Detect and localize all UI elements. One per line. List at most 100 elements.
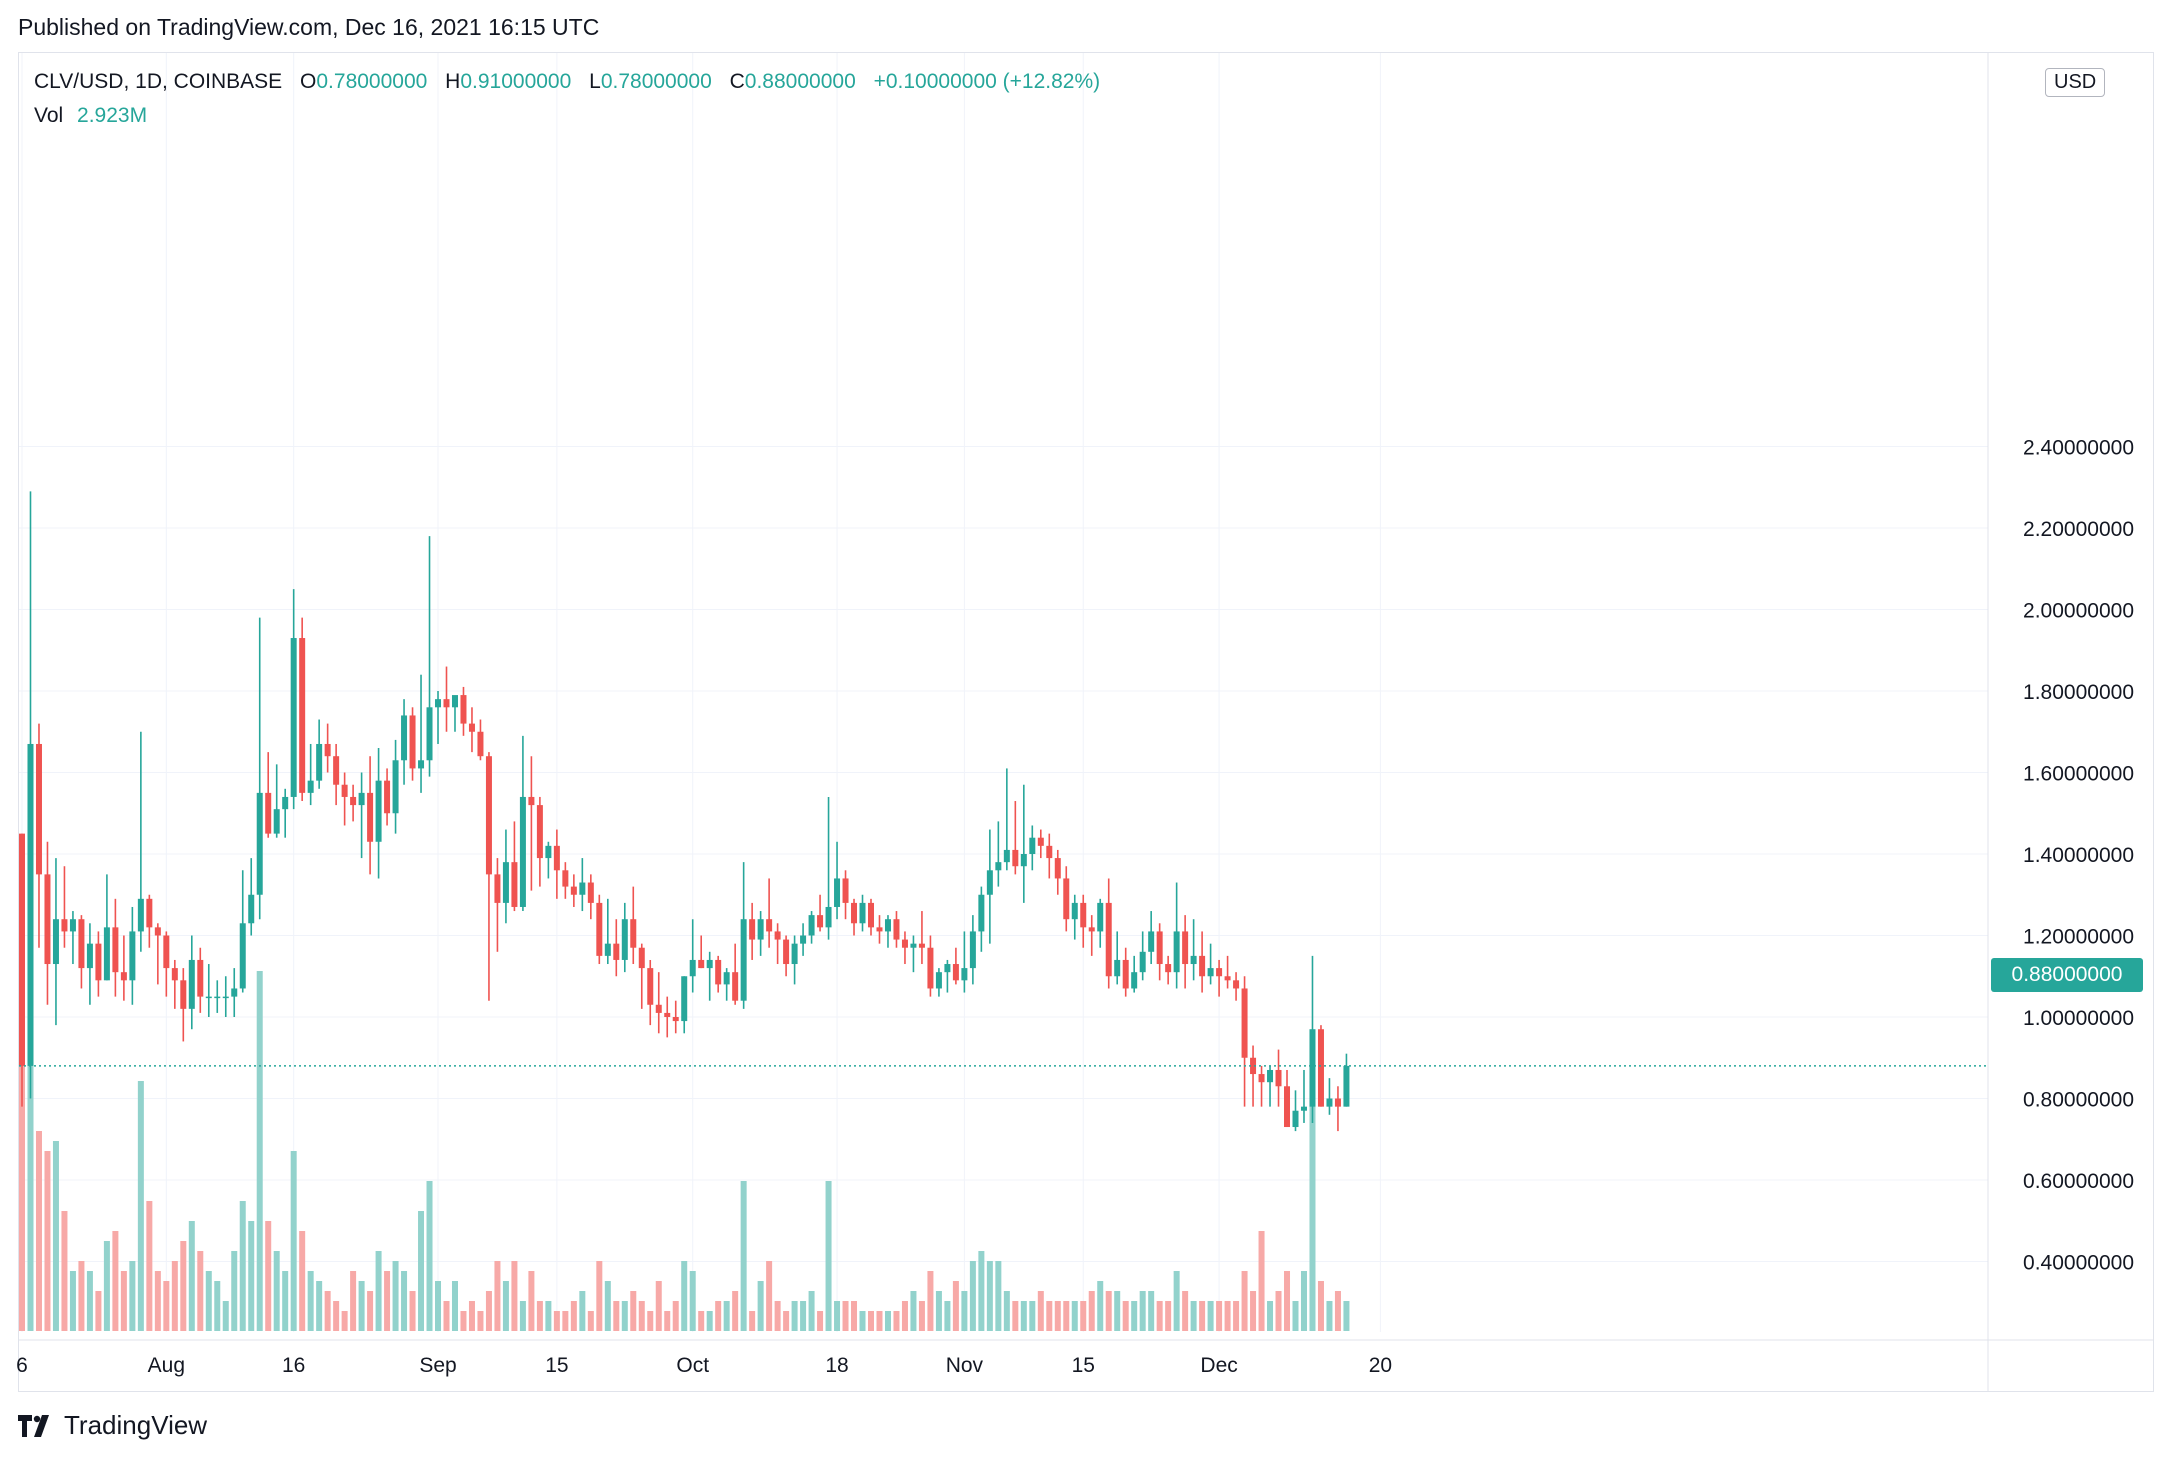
candle-body[interactable] bbox=[596, 902, 603, 956]
candle-body[interactable] bbox=[647, 968, 654, 1005]
candle-body[interactable] bbox=[910, 943, 917, 948]
candle-body[interactable] bbox=[655, 1004, 662, 1013]
candle-body[interactable] bbox=[986, 870, 993, 895]
candle-body[interactable] bbox=[1003, 849, 1010, 863]
candle-body[interactable] bbox=[749, 919, 756, 940]
candle-body[interactable] bbox=[868, 902, 874, 928]
candle-body[interactable] bbox=[171, 968, 178, 981]
candle-body[interactable] bbox=[511, 862, 518, 907]
candle-body[interactable] bbox=[536, 805, 543, 859]
candle-body[interactable] bbox=[426, 707, 433, 761]
candle-body[interactable] bbox=[1241, 988, 1248, 1058]
candle-body[interactable] bbox=[935, 972, 942, 989]
candle-body[interactable] bbox=[324, 743, 331, 757]
candle-body[interactable] bbox=[766, 919, 773, 932]
candle-body[interactable] bbox=[1250, 1057, 1257, 1075]
candle-body[interactable] bbox=[1122, 959, 1129, 989]
candle-body[interactable] bbox=[757, 919, 764, 940]
candle-body[interactable] bbox=[290, 638, 297, 797]
candle-body[interactable] bbox=[307, 780, 314, 793]
candle-body[interactable] bbox=[570, 886, 577, 895]
candle-body[interactable] bbox=[146, 898, 153, 928]
candle-body[interactable] bbox=[154, 927, 161, 936]
candle-body[interactable] bbox=[35, 743, 42, 875]
candle-body[interactable] bbox=[78, 919, 85, 969]
candle-body[interactable] bbox=[783, 939, 790, 965]
candle-body[interactable] bbox=[1300, 1106, 1307, 1111]
candle-body[interactable] bbox=[944, 964, 951, 973]
currency-button[interactable]: USD bbox=[2045, 68, 2106, 97]
candle-body[interactable] bbox=[1182, 931, 1189, 965]
candle-body[interactable] bbox=[358, 792, 365, 806]
candle-body[interactable] bbox=[740, 919, 747, 1001]
candle-body[interactable] bbox=[1088, 927, 1095, 932]
candle-body[interactable] bbox=[859, 902, 866, 924]
candle-body[interactable] bbox=[927, 947, 934, 989]
candle-body[interactable] bbox=[969, 931, 976, 969]
candle-body[interactable] bbox=[579, 882, 586, 895]
candle-body[interactable] bbox=[1292, 1110, 1299, 1128]
candle-body[interactable] bbox=[120, 972, 127, 981]
candle-body[interactable] bbox=[1139, 951, 1146, 973]
candle-body[interactable] bbox=[1046, 845, 1053, 859]
candle-body[interactable] bbox=[299, 638, 306, 793]
candle-body[interactable] bbox=[808, 915, 815, 936]
candle-body[interactable] bbox=[851, 902, 858, 924]
candle-body[interactable] bbox=[1173, 931, 1180, 973]
candle-body[interactable] bbox=[1071, 902, 1078, 920]
candle-body[interactable] bbox=[69, 919, 76, 932]
candle-body[interactable] bbox=[1148, 931, 1155, 952]
candle-body[interactable] bbox=[44, 874, 51, 965]
symbol-label[interactable]: CLV/USD, 1D, COINBASE bbox=[34, 70, 283, 93]
candle-body[interactable] bbox=[375, 780, 382, 842]
candle-body[interactable] bbox=[1080, 902, 1087, 928]
candle-body[interactable] bbox=[1012, 849, 1019, 867]
candle-body[interactable] bbox=[95, 943, 102, 981]
candle-body[interactable] bbox=[681, 976, 688, 1022]
candle-body[interactable] bbox=[706, 959, 713, 969]
candle-body[interactable] bbox=[273, 809, 280, 834]
candle-body[interactable] bbox=[1334, 1098, 1341, 1107]
candle-body[interactable] bbox=[1114, 959, 1121, 977]
candle-body[interactable] bbox=[256, 792, 263, 895]
candle-body[interactable] bbox=[732, 972, 739, 1001]
candle-body[interactable] bbox=[1326, 1098, 1333, 1107]
candle-body[interactable] bbox=[638, 947, 645, 969]
candle-body[interactable] bbox=[205, 996, 212, 999]
candle-body[interactable] bbox=[27, 743, 34, 1066]
candle-body[interactable] bbox=[1207, 968, 1214, 977]
candle-body[interactable] bbox=[1224, 976, 1231, 981]
candle-body[interactable] bbox=[86, 943, 93, 969]
candle-body[interactable] bbox=[350, 796, 357, 806]
candle-body[interactable] bbox=[52, 919, 59, 965]
candle-body[interactable] bbox=[817, 915, 824, 928]
candle-body[interactable] bbox=[239, 923, 246, 989]
candle-body[interactable] bbox=[698, 959, 705, 969]
candle-body[interactable] bbox=[384, 780, 391, 814]
candle-body[interactable] bbox=[265, 792, 272, 834]
candle-body[interactable] bbox=[995, 862, 1002, 871]
candle-body[interactable] bbox=[1097, 902, 1104, 932]
candle-body[interactable] bbox=[222, 996, 229, 999]
candle-body[interactable] bbox=[1199, 955, 1206, 977]
candle-body[interactable] bbox=[528, 796, 535, 806]
candle-body[interactable] bbox=[952, 964, 959, 981]
candle-body[interactable] bbox=[137, 898, 144, 932]
candle-body[interactable] bbox=[282, 796, 289, 810]
candle-body[interactable] bbox=[901, 939, 908, 948]
candle-body[interactable] bbox=[61, 919, 68, 932]
candle-body[interactable] bbox=[214, 996, 221, 999]
candle-body[interactable] bbox=[842, 878, 849, 903]
candle-body[interactable] bbox=[316, 743, 323, 781]
candle-body[interactable] bbox=[485, 756, 492, 875]
candle-body[interactable] bbox=[333, 756, 340, 785]
candle-body[interactable] bbox=[1105, 902, 1112, 977]
candle-body[interactable] bbox=[876, 927, 883, 932]
candle-body[interactable] bbox=[791, 943, 798, 965]
candle-body[interactable] bbox=[1309, 1029, 1316, 1107]
candle-body[interactable] bbox=[918, 943, 925, 948]
candle-body[interactable] bbox=[553, 845, 560, 871]
candle-body[interactable] bbox=[545, 845, 552, 859]
candle-body[interactable] bbox=[825, 906, 832, 928]
